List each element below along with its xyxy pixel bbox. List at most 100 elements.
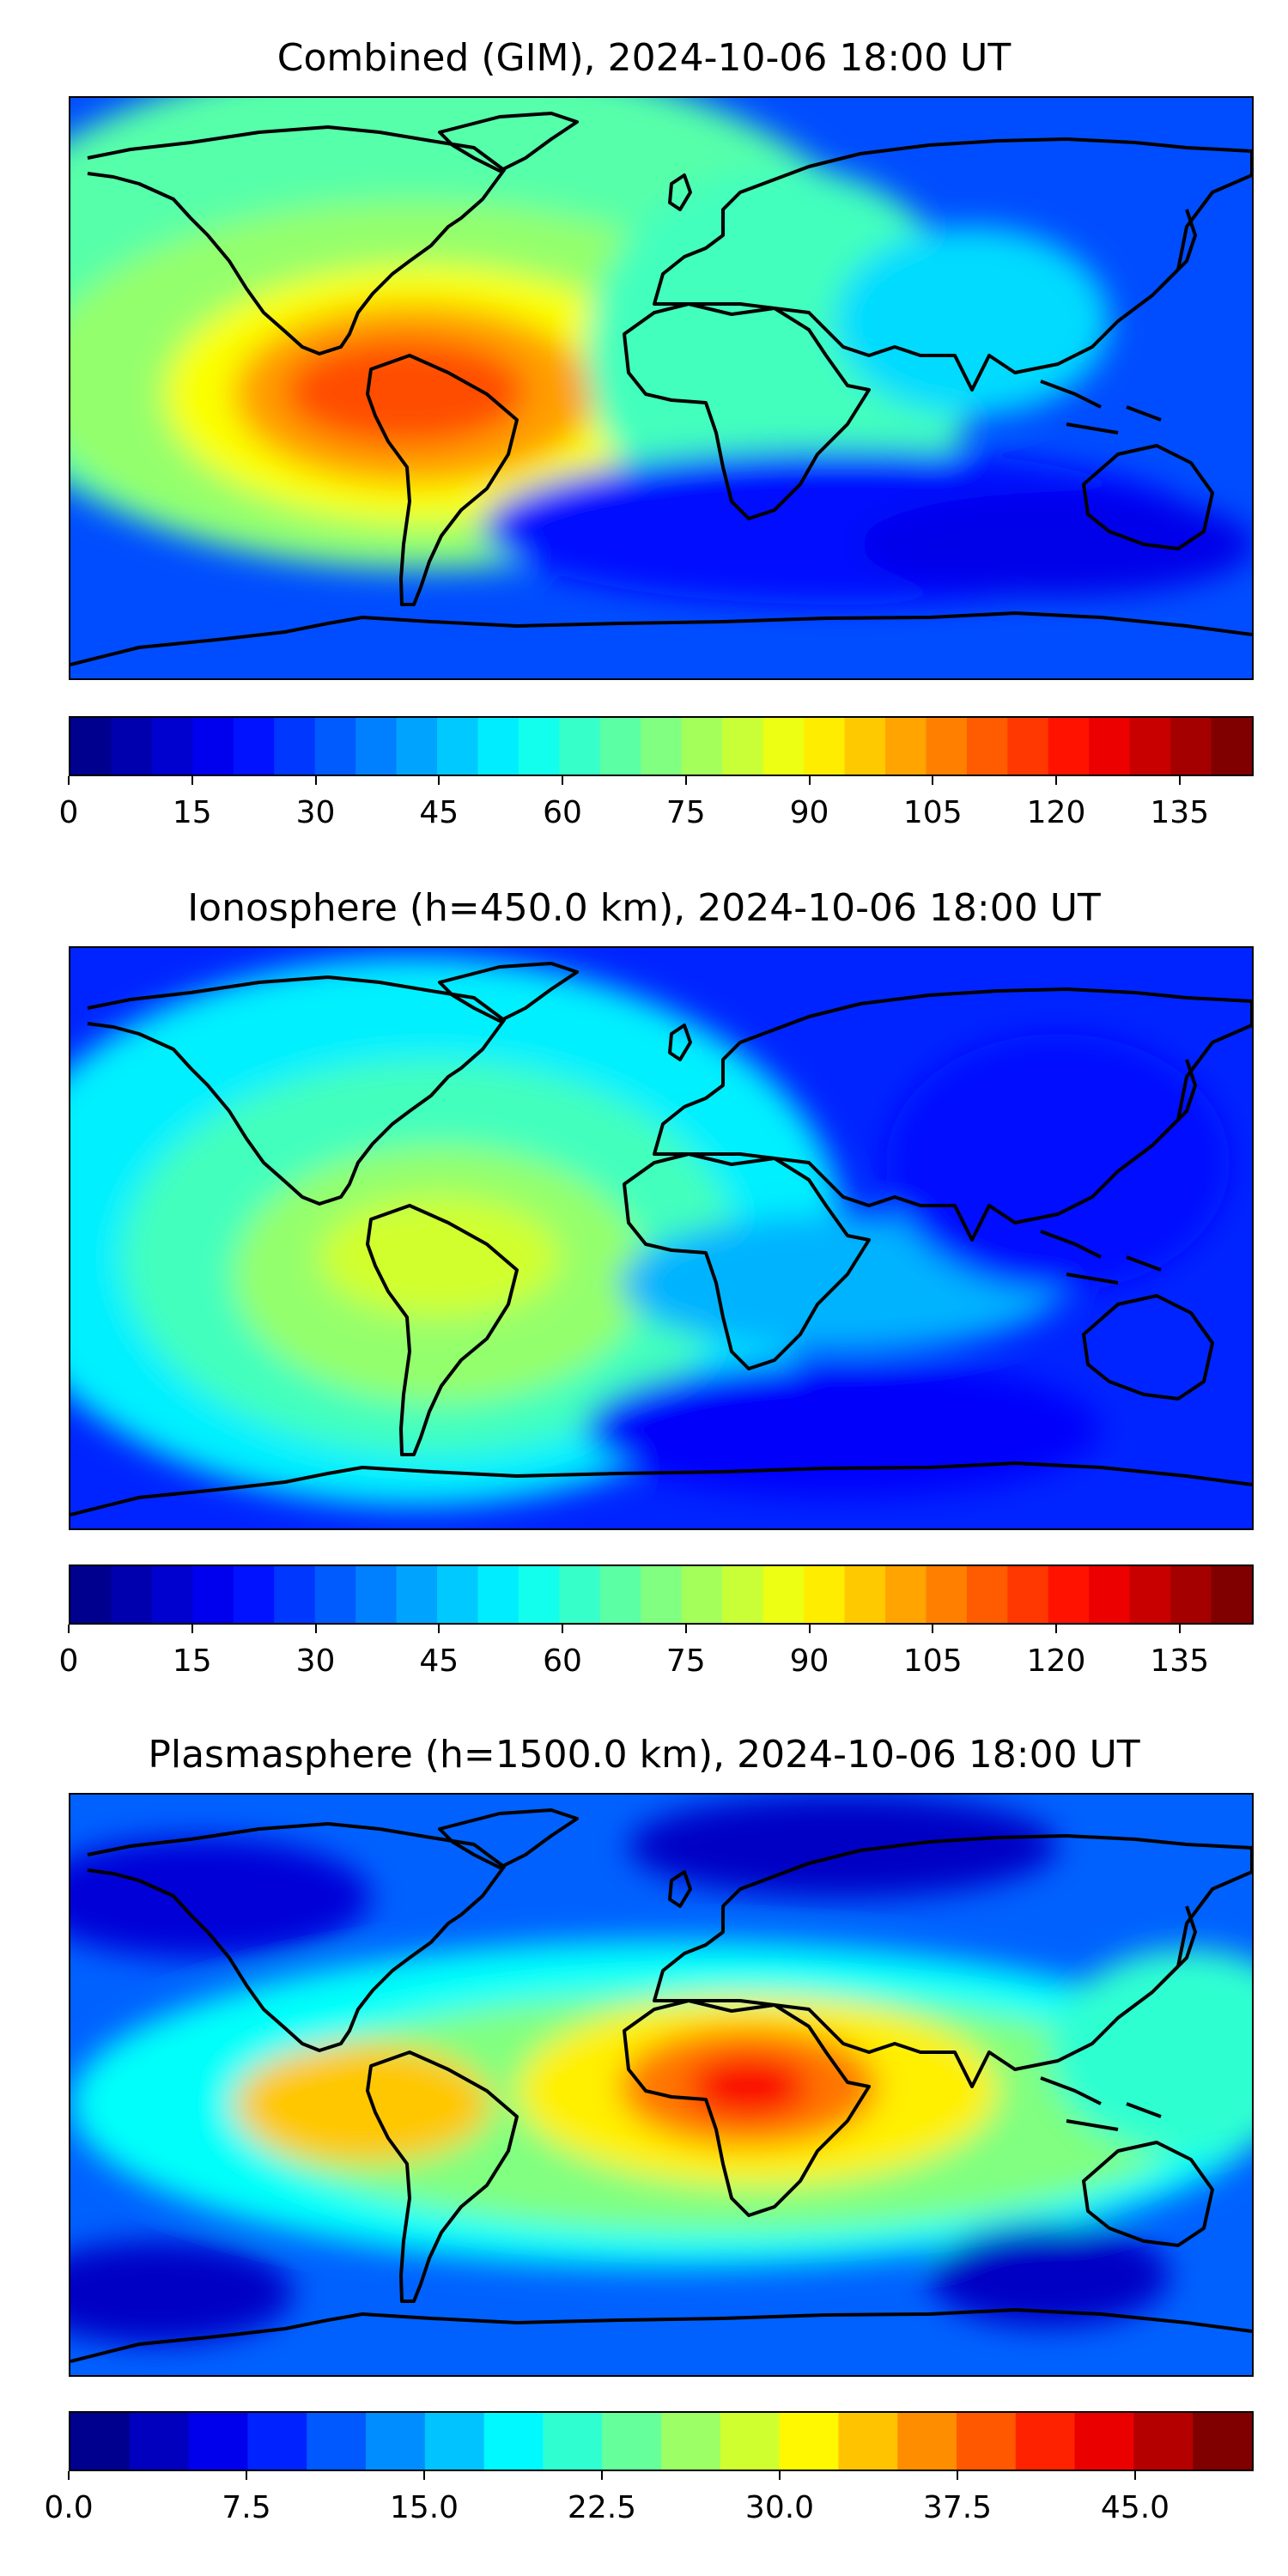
colorbar-bin	[641, 718, 683, 775]
colorbar-bin	[151, 1566, 193, 1623]
coastline	[1159, 209, 1197, 289]
coastline	[70, 611, 1252, 666]
coastline	[1159, 1059, 1197, 1139]
colorbar-bin	[681, 1566, 723, 1623]
colorbar-tick	[314, 1625, 317, 1633]
colorbar-bin	[274, 718, 316, 775]
colorbar-bin	[151, 718, 193, 775]
colorbar-tick	[562, 1625, 563, 1633]
colorbar-bin	[966, 1566, 1008, 1623]
colorbar-tick-label: 22.5	[567, 2490, 637, 2525]
colorbar-bin	[129, 2413, 190, 2470]
colorbar-bin	[366, 2413, 426, 2470]
colorbar-bin	[518, 718, 560, 775]
contour-region	[629, 1795, 1058, 1898]
colorbar-bin	[247, 2413, 307, 2470]
colorbar-bin	[70, 718, 112, 775]
colorbar-bin	[70, 1566, 112, 1623]
colorbar-tick-label: 45	[419, 795, 459, 830]
coastline	[70, 2308, 1252, 2363]
coastline	[366, 2050, 519, 2303]
colorbar-tick-label: 75	[665, 1643, 706, 1679]
colorbar-bin	[720, 2413, 781, 2470]
colorbar-bin	[804, 1566, 846, 1623]
colorbar-tick	[1178, 1625, 1181, 1633]
colorbar-tick-label: 15	[172, 1643, 212, 1679]
colorbar-tick	[932, 776, 934, 785]
contour-region	[70, 2241, 294, 2344]
colorbar-bin	[966, 718, 1008, 775]
colorbar-tick-label: 60	[543, 1643, 582, 1679]
colorbar-bin	[1193, 2413, 1252, 2470]
colorbar-bin	[599, 1566, 641, 1623]
coastlines	[70, 962, 1252, 1516]
colorbar-bin	[1048, 1566, 1090, 1623]
colorbar-bin	[957, 2413, 1017, 2470]
map-combined	[69, 96, 1254, 680]
colorbar-plasmasphere	[69, 2411, 1254, 2471]
colorbar-bin	[274, 1566, 316, 1623]
coastlines	[70, 112, 1252, 666]
colorbar-bin	[192, 718, 234, 775]
colorbar-bin	[1129, 718, 1171, 775]
colorbar-tick	[601, 2471, 603, 2480]
colorbar-tick-label: 120	[1026, 1643, 1086, 1679]
colorbar-tick	[1134, 2471, 1136, 2480]
coastline	[1082, 2141, 1214, 2247]
map-plasmasphere	[69, 1793, 1254, 2377]
colorbar-tick	[1178, 776, 1181, 785]
colorbar-bin	[926, 1566, 968, 1623]
coastlines	[70, 1808, 1252, 2363]
contour-region	[285, 338, 526, 445]
colorbar-tick-label: 75	[665, 795, 706, 830]
colorbar-bin	[844, 1566, 886, 1623]
colorbar-bin	[437, 1566, 479, 1623]
contour-region	[689, 2056, 809, 2117]
panel-title: Plasmasphere (h=1500.0 km), 2024-10-06 1…	[148, 1733, 1140, 1777]
colorbar-bin	[355, 718, 398, 775]
colorbar-tick-label: 135	[1150, 795, 1210, 830]
field-contours	[70, 1795, 1252, 2344]
coastline	[653, 137, 1252, 392]
colorbar-tick-label: 105	[902, 1643, 963, 1679]
colorbar-tick	[438, 776, 440, 785]
coastline	[1040, 2076, 1162, 2131]
colorbar-bin	[884, 718, 927, 775]
colorbar-tick	[191, 1625, 193, 1633]
colorbar-tick-label: 45	[419, 1643, 459, 1679]
colorbar-tick-label: 30	[295, 795, 336, 830]
colorbar-bin	[1211, 1566, 1252, 1623]
coastline	[623, 302, 871, 520]
colorbar-bin	[192, 1566, 234, 1623]
colorbar-bin	[559, 718, 601, 775]
map-ionosphere	[69, 946, 1254, 1530]
colorbar-bin	[355, 1566, 398, 1623]
colorbar-bin	[483, 2413, 544, 2470]
contour-region	[70, 1838, 371, 1958]
colorbar-bin	[188, 2413, 248, 2470]
colorbar-tick-label: 15.0	[389, 2490, 459, 2525]
colorbar-bin	[314, 1566, 356, 1623]
colorbar-bin	[477, 1566, 519, 1623]
colorbar-bin	[1133, 2413, 1194, 2470]
colorbar-tick	[684, 1625, 687, 1633]
colorbar-bin	[307, 2413, 367, 2470]
colorbar-bin	[661, 2413, 721, 2470]
colorbar-bin	[1170, 1566, 1212, 1623]
colorbar-tick-label: 15	[172, 795, 212, 830]
colorbar-tick-label: 60	[543, 795, 582, 830]
colorbar-bin	[233, 718, 275, 775]
colorbar-tick	[246, 2471, 247, 2480]
coastline	[1040, 1230, 1162, 1285]
colorbar-bin	[1089, 718, 1131, 775]
contour-region	[886, 1034, 1230, 1291]
colorbar-bin	[1089, 1566, 1131, 1623]
coastline	[668, 1024, 692, 1061]
colorbar-tick	[779, 2471, 781, 2480]
colorbar-bin	[543, 2413, 603, 2470]
colorbar-tick	[957, 2471, 958, 2480]
coastline	[87, 125, 506, 355]
colorbar-bin	[477, 718, 519, 775]
coastline	[1159, 1905, 1197, 1985]
coastline	[438, 1808, 579, 1869]
